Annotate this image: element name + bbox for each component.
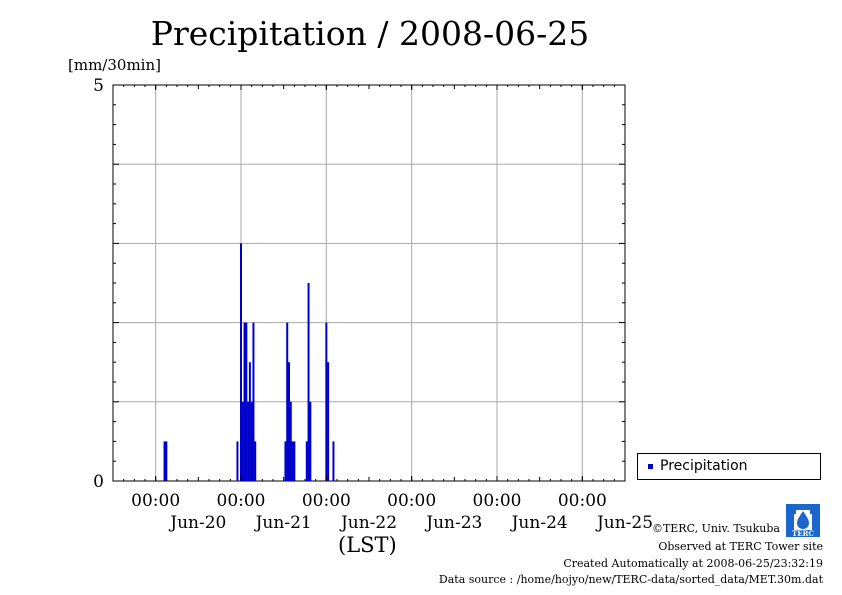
x-tick-time-label: 00:00 xyxy=(302,491,351,511)
precipitation-bar xyxy=(332,441,335,481)
precipitation-bar xyxy=(286,322,289,481)
precipitation-bar xyxy=(327,362,330,481)
precipitation-bar xyxy=(254,441,257,481)
x-tick-date-label: Jun-20 xyxy=(168,513,226,533)
terc-logo: TERC xyxy=(784,502,822,538)
legend-swatch xyxy=(648,464,653,469)
x-tick-time-label: 00:00 xyxy=(473,491,522,511)
precipitation-bar xyxy=(307,283,310,481)
precipitation-bar xyxy=(240,243,242,481)
legend-label: Precipitation xyxy=(660,458,748,474)
legend: Precipitation xyxy=(637,453,821,480)
x-tick-time-label: 00:00 xyxy=(558,491,607,511)
x-tick-date-label: Jun-21 xyxy=(254,513,312,533)
precipitation-bar xyxy=(236,441,239,481)
axis-ticks xyxy=(112,84,626,482)
creation-timestamp-note: Created Automatically at 2008-06-25/23:3… xyxy=(563,557,823,570)
data-source-note: Data source : /home/hojyo/new/TERC-data/… xyxy=(438,573,823,586)
precipitation-bar xyxy=(241,401,244,481)
precipitation-bars xyxy=(163,243,335,481)
precipitation-bar xyxy=(289,401,292,481)
plot-area-frame xyxy=(112,84,626,482)
precipitation-bar xyxy=(288,362,290,481)
precipitation-bar xyxy=(325,322,328,481)
precipitation-bar xyxy=(247,401,250,481)
copyright-credit: ©TERC, Univ. Tsukuba xyxy=(651,522,780,535)
gridlines xyxy=(113,85,625,481)
x-tick-date-label: Jun-23 xyxy=(424,513,482,533)
y-tick-label: 5 xyxy=(93,76,104,96)
chart-title: Precipitation / 2008-06-25 xyxy=(150,14,590,53)
precipitation-bar xyxy=(293,441,296,481)
x-tick-time-label: 00:00 xyxy=(131,491,180,511)
x-axis-label: (LST) xyxy=(338,533,397,557)
precipitation-bar xyxy=(284,441,287,481)
y-tick-label: 0 xyxy=(93,472,104,492)
x-tick-date-label: Jun-22 xyxy=(339,513,397,533)
precipitation-bar xyxy=(165,441,168,481)
precipitation-bar xyxy=(245,322,248,481)
precipitation-bar xyxy=(309,401,312,481)
x-tick-time-label: 00:00 xyxy=(217,491,266,511)
precipitation-bar xyxy=(252,322,255,481)
precipitation-bar xyxy=(163,441,166,481)
precipitation-bar xyxy=(305,441,308,481)
x-tick-date-label: Jun-24 xyxy=(510,513,568,533)
y-axis-unit-label: [mm/30min] xyxy=(68,56,161,74)
observation-site-note: Observed at TERC Tower site xyxy=(658,540,823,553)
precipitation-bar xyxy=(291,441,294,481)
logo-text: TERC xyxy=(792,529,814,538)
x-tick-date-label: Jun-25 xyxy=(595,513,653,533)
precipitation-bar xyxy=(248,362,251,481)
precipitation-bar xyxy=(243,322,246,481)
precipitation-bar xyxy=(250,401,253,481)
x-tick-time-label: 00:00 xyxy=(387,491,436,511)
